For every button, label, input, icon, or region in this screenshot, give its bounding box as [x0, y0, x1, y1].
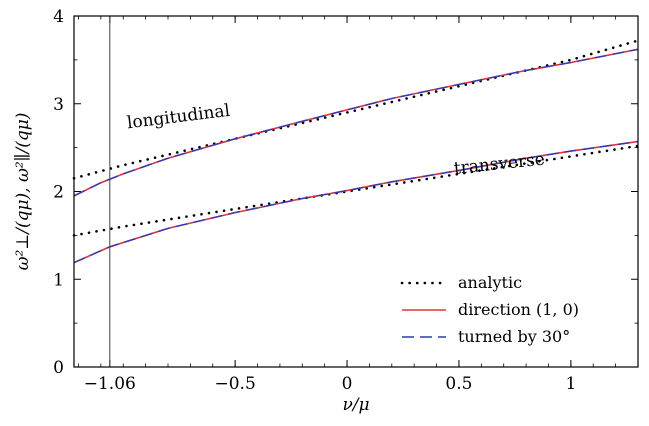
x-tick-label: −0.5	[215, 374, 256, 394]
legend-label-1: direction (1, 0)	[458, 300, 579, 319]
y-tick-label: 4	[53, 7, 64, 27]
y-tick-label: 3	[53, 95, 64, 115]
series-layer	[72, 39, 640, 264]
plot-frame	[73, 15, 639, 368]
x-axis-title: ν/μ	[342, 395, 369, 415]
series-longitudinal-analytic	[72, 39, 640, 180]
y-axis-title: ω²⊥/(qμ), ω²∥/(qμ)	[13, 113, 33, 271]
x-tick-label: −1.06	[84, 374, 136, 394]
x-tick-label: 0.5	[445, 374, 472, 394]
legend-label-0: analytic	[458, 273, 522, 292]
series-longitudinal-turned-by-30	[73, 48, 639, 197]
series-transverse-turned-by-30	[73, 140, 639, 264]
legend: analytic direction (1, 0) turned by 30°	[400, 273, 579, 346]
x-tick-label: 0	[342, 374, 353, 394]
y-tick-label: 2	[53, 183, 64, 203]
y-tick-label: 0	[53, 358, 64, 378]
y-tick-label: 1	[53, 270, 64, 290]
legend-label-2: turned by 30°	[458, 327, 570, 346]
x-tick-label: 1	[565, 374, 576, 394]
